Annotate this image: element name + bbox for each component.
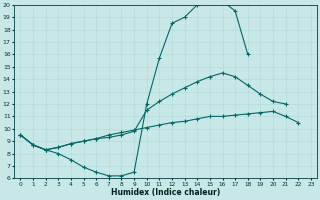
X-axis label: Humidex (Indice chaleur): Humidex (Indice chaleur) (111, 188, 220, 197)
